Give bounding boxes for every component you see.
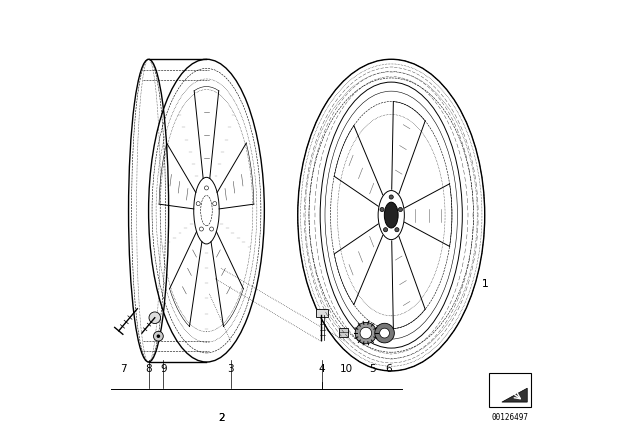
Text: 4: 4 (319, 364, 326, 374)
Circle shape (360, 327, 372, 339)
Text: 5: 5 (369, 364, 376, 374)
Text: 7: 7 (120, 364, 127, 374)
Text: 1: 1 (481, 279, 488, 289)
Circle shape (383, 228, 388, 232)
FancyBboxPatch shape (339, 328, 348, 336)
Text: 9: 9 (160, 364, 166, 374)
Text: 8: 8 (145, 364, 152, 374)
Text: 1: 1 (481, 279, 488, 289)
Circle shape (149, 312, 161, 323)
Circle shape (154, 332, 163, 341)
Text: 10: 10 (340, 364, 353, 374)
Circle shape (398, 207, 403, 211)
Text: 2: 2 (219, 413, 225, 422)
Polygon shape (502, 388, 527, 402)
Circle shape (380, 328, 390, 338)
FancyBboxPatch shape (316, 310, 328, 318)
Circle shape (355, 323, 376, 344)
Text: 6: 6 (386, 364, 392, 374)
Circle shape (157, 334, 160, 338)
Text: 2: 2 (219, 413, 225, 422)
Ellipse shape (385, 202, 398, 228)
Text: 3: 3 (228, 364, 234, 374)
Text: 00126497: 00126497 (492, 413, 529, 422)
Circle shape (380, 207, 384, 211)
Circle shape (389, 195, 394, 199)
FancyBboxPatch shape (489, 373, 531, 406)
Circle shape (395, 228, 399, 232)
Circle shape (375, 323, 394, 343)
